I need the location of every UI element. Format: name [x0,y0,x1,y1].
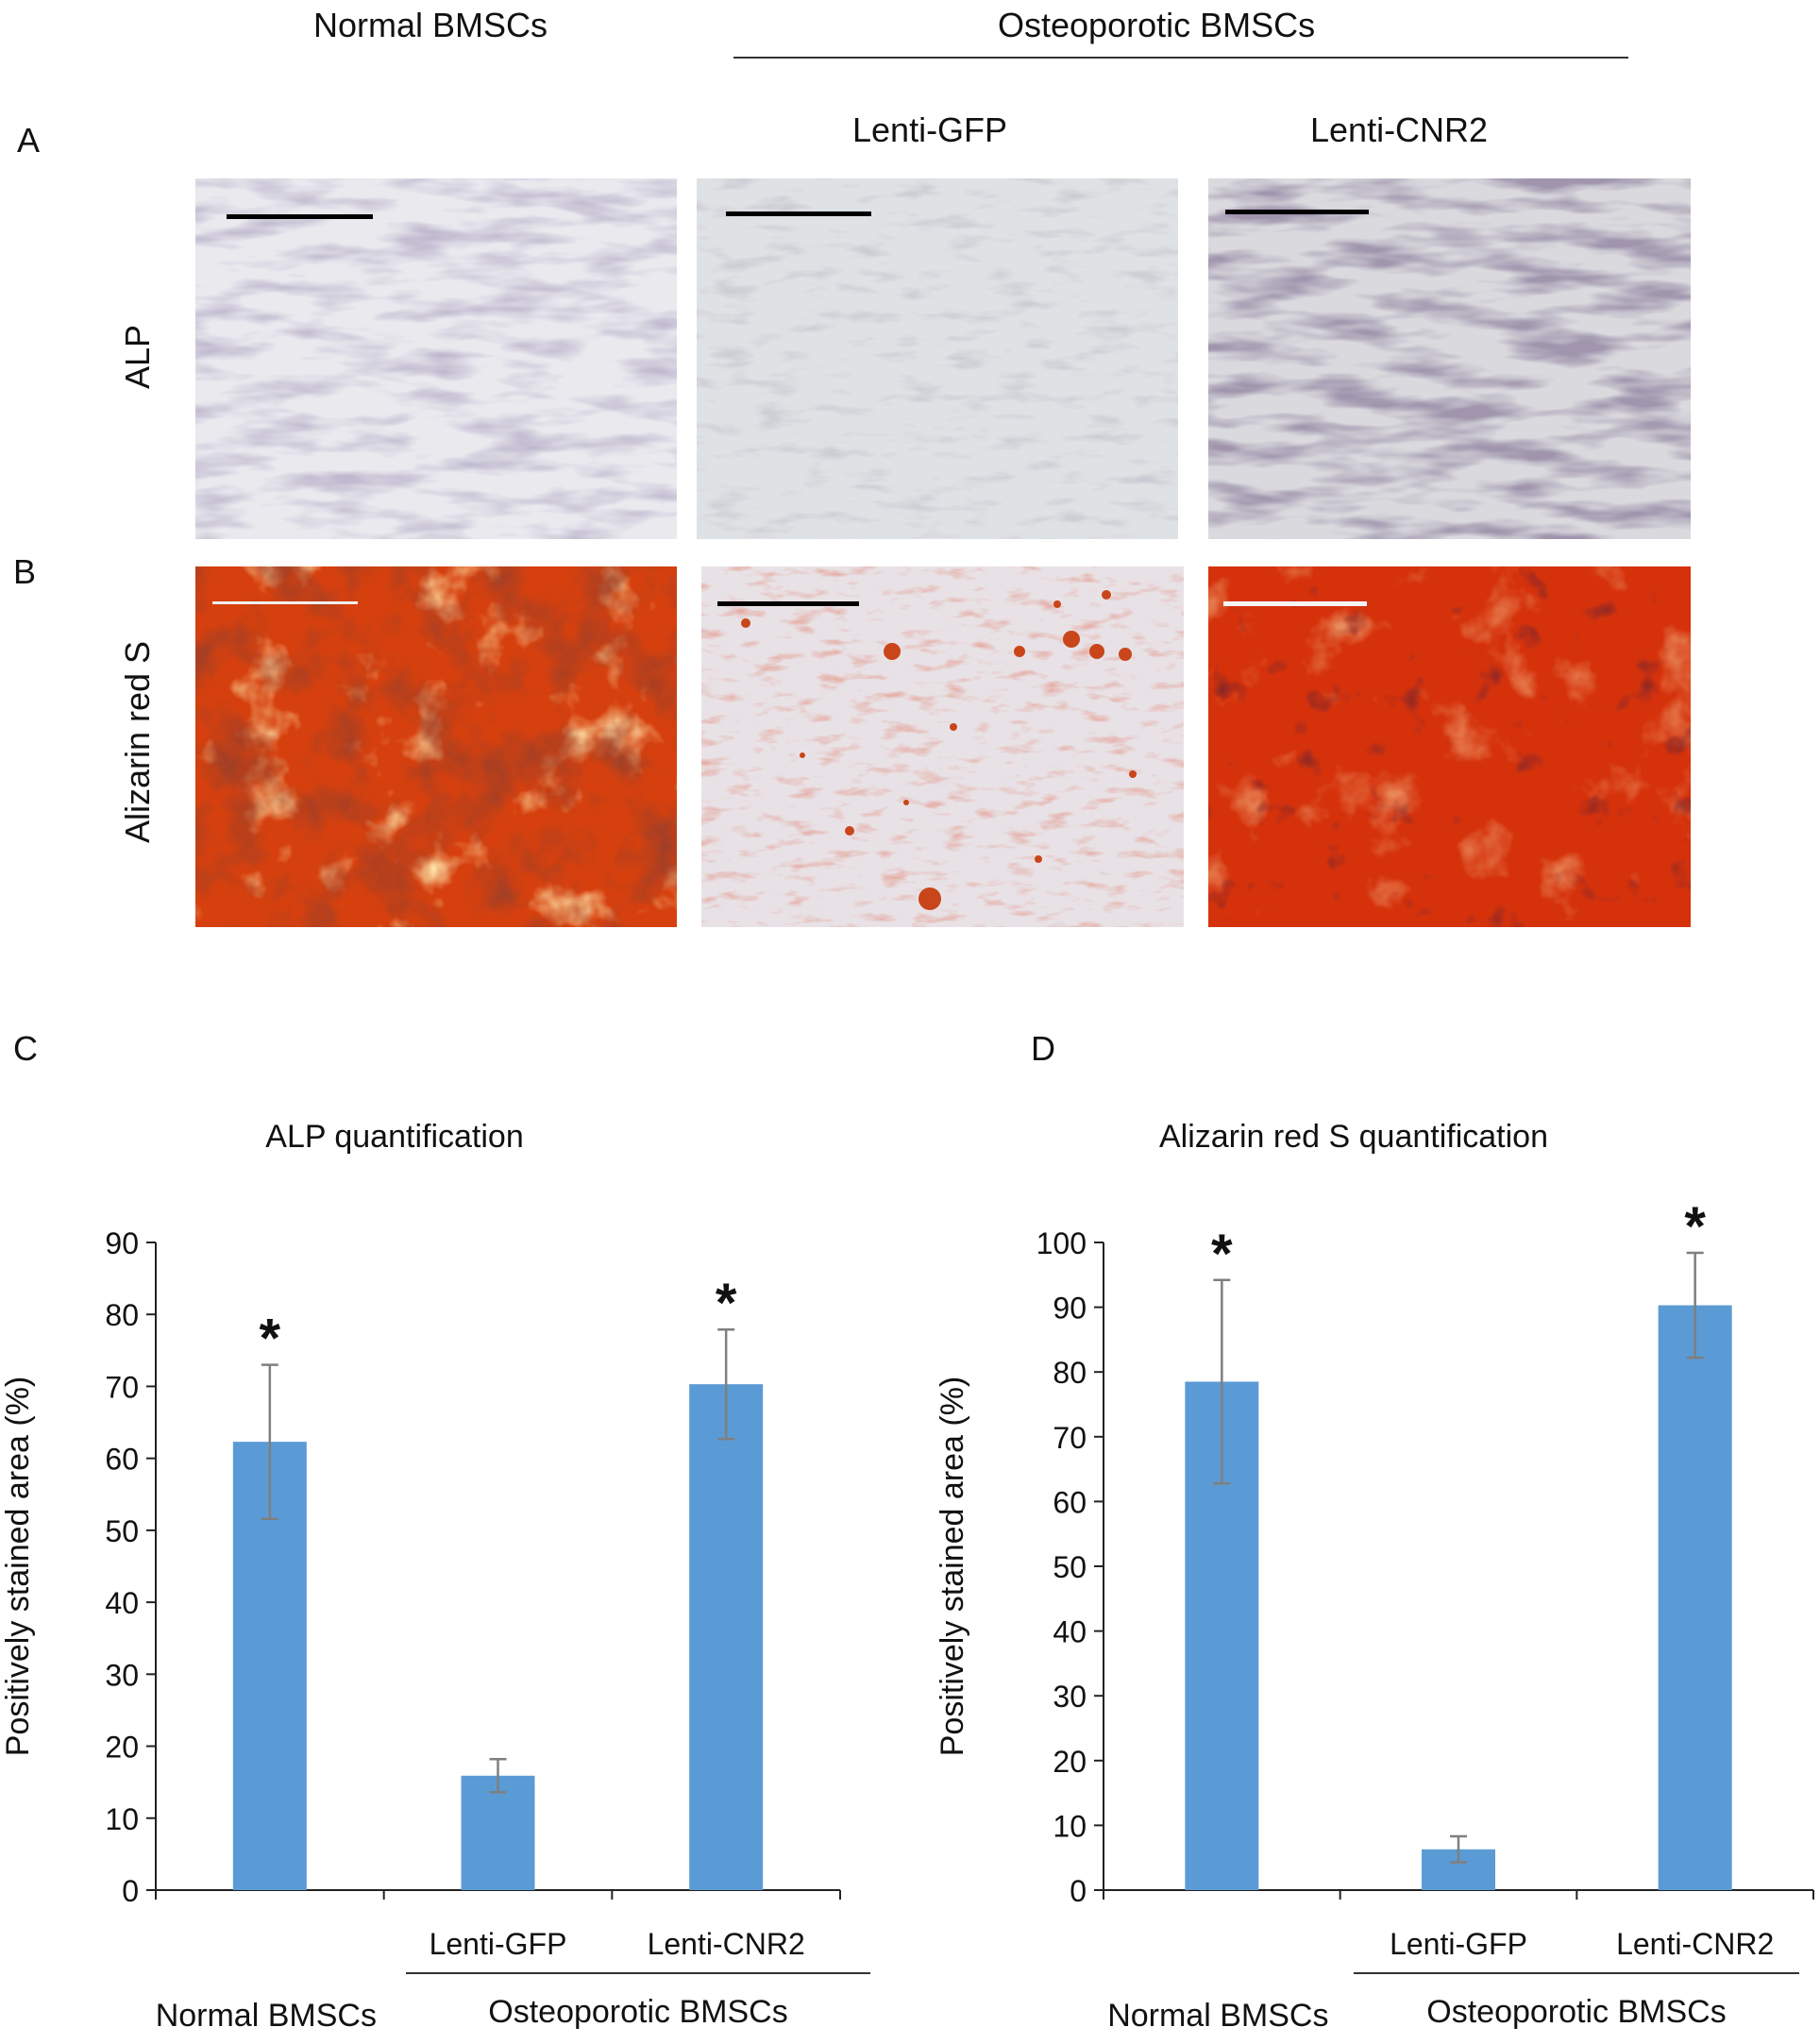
significance-mark: * [260,1309,281,1370]
header-lenti-cnr2: Lenti-CNR2 [1310,110,1489,149]
y-tick-label: 50 [105,1514,139,1548]
x-tick-label: Lenti-GFP [430,1927,567,1961]
y-tick-label: 20 [1053,1745,1087,1779]
alizarin-quantification-chart: Alizarin red S quantification Positively … [935,1119,1814,2034]
y-tick-label: 100 [1036,1226,1087,1260]
panel-letter-a: A [17,121,41,160]
panel-letter-b: B [13,552,37,591]
panel-letter-d: D [1031,1029,1055,1068]
header-lenti-gfp: Lenti-GFP [852,110,1008,149]
y-tick-label: 80 [1053,1356,1087,1390]
y-tick-label: 10 [105,1802,139,1836]
y-tick-label: 20 [105,1731,139,1765]
alp-normal-image [195,178,677,539]
header-osteoporotic-bmscs: Osteoporotic BMSCs [998,6,1316,44]
group-label-osteoporotic: Osteoporotic BMSCs [488,1994,787,2030]
scale-bar [227,214,373,219]
header-normal-bmscs: Normal BMSCs [313,6,548,44]
y-tick-label: 70 [1053,1421,1087,1455]
scale-bar [1225,210,1369,214]
y-tick-label: 10 [1053,1809,1087,1843]
y-tick-label: 50 [1053,1550,1087,1584]
x-tick-label: Lenti-CNR2 [648,1927,805,1961]
y-tick-label: 90 [1053,1292,1087,1326]
y-axis-label: Positively stained area (%) [0,1377,36,1757]
chart-title: ALP quantification [265,1119,523,1155]
significance-mark: * [1684,1196,1706,1258]
panel-letter-c: C [13,1029,38,1068]
x-tick-label: Lenti-CNR2 [1616,1927,1774,1961]
y-tick-label: 0 [1070,1874,1087,1908]
alp-lenti-cnr2-image [1208,178,1691,539]
alizarin-normal-image [195,566,677,927]
y-tick-label: 60 [1053,1485,1087,1519]
y-tick-label: 80 [105,1298,139,1332]
alp-quantification-chart: ALP quantification Positively stained are… [0,1119,870,2034]
significance-mark: * [1211,1224,1233,1285]
scale-bar [717,601,859,606]
alizarin-lenti-cnr2-image [1208,566,1691,927]
chart-title: Alizarin red S quantification [1159,1119,1548,1155]
y-tick-label: 40 [1053,1615,1087,1649]
bar [1658,1305,1732,1890]
x-tick-label: Lenti-GFP [1390,1927,1527,1961]
scale-bar [726,211,871,216]
scale-bar [1223,601,1367,606]
y-tick-label: 70 [105,1370,139,1404]
group-label-normal: Normal BMSCs [156,1998,377,2034]
bar [461,1775,535,1890]
alp-lenti-gfp-image [697,178,1178,539]
group-label-osteoporotic: Osteoporotic BMSCs [1426,1994,1726,2030]
significance-mark: * [716,1273,737,1334]
bar [689,1384,764,1890]
group-label-normal: Normal BMSCs [1107,1998,1328,2034]
y-tick-label: 30 [1053,1680,1087,1714]
y-axis-label: Positively stained area (%) [935,1377,970,1757]
scale-bar [212,601,358,604]
y-tick-label: 90 [105,1226,139,1260]
y-tick-label: 30 [105,1658,139,1692]
y-tick-label: 0 [122,1874,139,1908]
y-tick-label: 40 [105,1586,139,1620]
alizarin-lenti-gfp-image [701,566,1184,927]
osteoporotic-header-rule [733,57,1628,59]
y-tick-label: 60 [105,1443,139,1477]
micrograph-grid [195,178,1691,927]
